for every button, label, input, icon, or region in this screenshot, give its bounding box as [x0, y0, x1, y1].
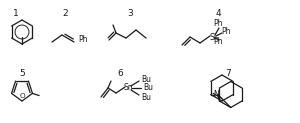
- Text: 5: 5: [19, 69, 25, 78]
- Text: Bu: Bu: [141, 92, 151, 101]
- Text: 1: 1: [13, 9, 19, 18]
- Text: Bu: Bu: [141, 75, 151, 84]
- Text: 6: 6: [117, 69, 123, 78]
- Text: Ph: Ph: [213, 38, 223, 46]
- Text: Ph: Ph: [213, 20, 223, 29]
- Text: Ph: Ph: [78, 36, 88, 45]
- Text: Ph: Ph: [221, 28, 231, 37]
- Text: 4: 4: [215, 9, 221, 18]
- Text: 3: 3: [127, 9, 133, 18]
- Text: Sn: Sn: [123, 84, 133, 92]
- Text: N: N: [213, 90, 219, 99]
- Text: 2: 2: [62, 9, 68, 18]
- Text: Si: Si: [209, 32, 217, 41]
- Text: 7: 7: [225, 69, 231, 78]
- Text: O: O: [19, 93, 25, 99]
- Text: Bu: Bu: [143, 84, 153, 92]
